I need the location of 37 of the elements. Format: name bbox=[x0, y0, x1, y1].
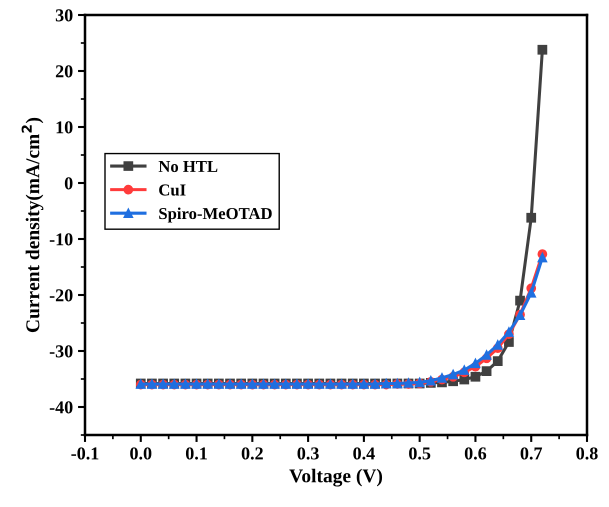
point bbox=[504, 327, 514, 337]
y-tick-label: 30 bbox=[56, 9, 73, 22]
point bbox=[492, 340, 503, 350]
point bbox=[482, 366, 492, 376]
y-tick-label: -40 bbox=[50, 401, 73, 414]
x-axis-title: Voltage (V) bbox=[289, 468, 382, 487]
y-tick-label: -20 bbox=[50, 289, 73, 302]
point bbox=[448, 370, 458, 380]
y-tick-label: 10 bbox=[56, 121, 73, 134]
legend-label: Spiro-MeOTAD bbox=[159, 207, 272, 223]
legend-label: No HTL bbox=[158, 160, 218, 172]
x-tick-label: 0.0 bbox=[130, 447, 152, 460]
x-tick-label: -0.1 bbox=[71, 447, 98, 460]
x-tick-label: 0.5 bbox=[409, 447, 430, 460]
point bbox=[538, 252, 548, 262]
y-tick-label: -30 bbox=[50, 345, 73, 358]
point bbox=[526, 212, 536, 223]
y-axis-title: Current density(mA/cm$^{2}$) bbox=[22, 118, 44, 332]
x-tick-label: 0.4 bbox=[353, 447, 375, 460]
x-tick-label: 0.8 bbox=[576, 447, 598, 460]
x-tick-label: 0.3 bbox=[298, 447, 319, 460]
y-tick-label: -10 bbox=[50, 233, 73, 246]
point bbox=[459, 365, 470, 375]
point bbox=[538, 44, 548, 55]
y-tick-label: 0 bbox=[64, 177, 73, 190]
point bbox=[470, 372, 480, 382]
x-tick-label: 0.2 bbox=[242, 447, 263, 460]
x-tick-label: 0.1 bbox=[186, 447, 207, 460]
point bbox=[526, 288, 536, 298]
point bbox=[470, 358, 480, 368]
x-tick-label: 0.7 bbox=[520, 447, 542, 460]
point bbox=[482, 350, 492, 360]
legend-label: CuI bbox=[159, 184, 186, 196]
point bbox=[515, 296, 525, 306]
y-tick-label: 20 bbox=[56, 65, 73, 78]
point bbox=[492, 356, 503, 366]
x-tick-label: 0.6 bbox=[464, 447, 486, 460]
